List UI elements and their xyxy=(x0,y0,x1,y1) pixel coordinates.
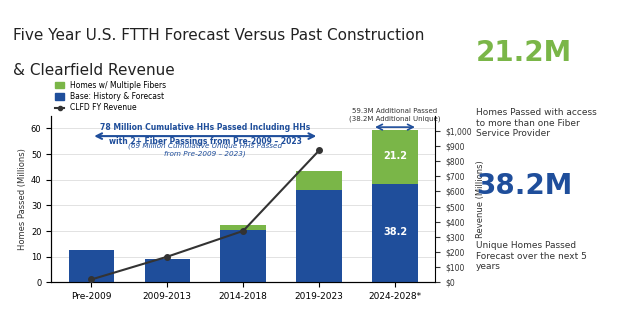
Text: with 2+ Fiber Passings from Pre-2009 – 2023: with 2+ Fiber Passings from Pre-2009 – 2… xyxy=(109,137,301,146)
Text: (69 Million Cumulative Unique HHs Passed
from Pre-2009 – 2023): (69 Million Cumulative Unique HHs Passed… xyxy=(128,143,282,157)
Legend: Homes w/ Multiple Fibers, Base: History & Forecast, CLFD FY Revenue: Homes w/ Multiple Fibers, Base: History … xyxy=(55,81,166,112)
Bar xyxy=(145,259,190,282)
Bar xyxy=(372,184,418,282)
Y-axis label: Revenue (Millions): Revenue (Millions) xyxy=(476,160,484,238)
Text: Five Year U.S. FTTH Forecast Versus Past Construction: Five Year U.S. FTTH Forecast Versus Past… xyxy=(13,28,424,43)
Text: Homes Passed with access
to more than one Fiber
Service Provider: Homes Passed with access to more than on… xyxy=(476,108,596,138)
Bar xyxy=(220,230,266,282)
Text: Unique Homes Passed
Forecast over the next 5
years: Unique Homes Passed Forecast over the ne… xyxy=(476,241,587,271)
Bar xyxy=(372,130,418,184)
Text: 38.2M: 38.2M xyxy=(476,172,572,200)
Text: 78 Million Cumulative HHs Passed Including HHs: 78 Million Cumulative HHs Passed Includi… xyxy=(100,123,310,132)
Text: & Clearfield Revenue: & Clearfield Revenue xyxy=(13,63,175,78)
Bar xyxy=(296,190,342,282)
Bar xyxy=(68,250,114,282)
Text: 59.3M Additional Passed
(38.2M Additional Unique): 59.3M Additional Passed (38.2M Additiona… xyxy=(349,108,441,122)
Y-axis label: Homes Passed (Millions): Homes Passed (Millions) xyxy=(18,148,27,250)
Bar xyxy=(296,171,342,190)
Text: 21.2M: 21.2M xyxy=(476,39,572,67)
Bar xyxy=(220,225,266,230)
Text: 38.2: 38.2 xyxy=(383,227,407,237)
Text: 21.2: 21.2 xyxy=(383,152,407,161)
